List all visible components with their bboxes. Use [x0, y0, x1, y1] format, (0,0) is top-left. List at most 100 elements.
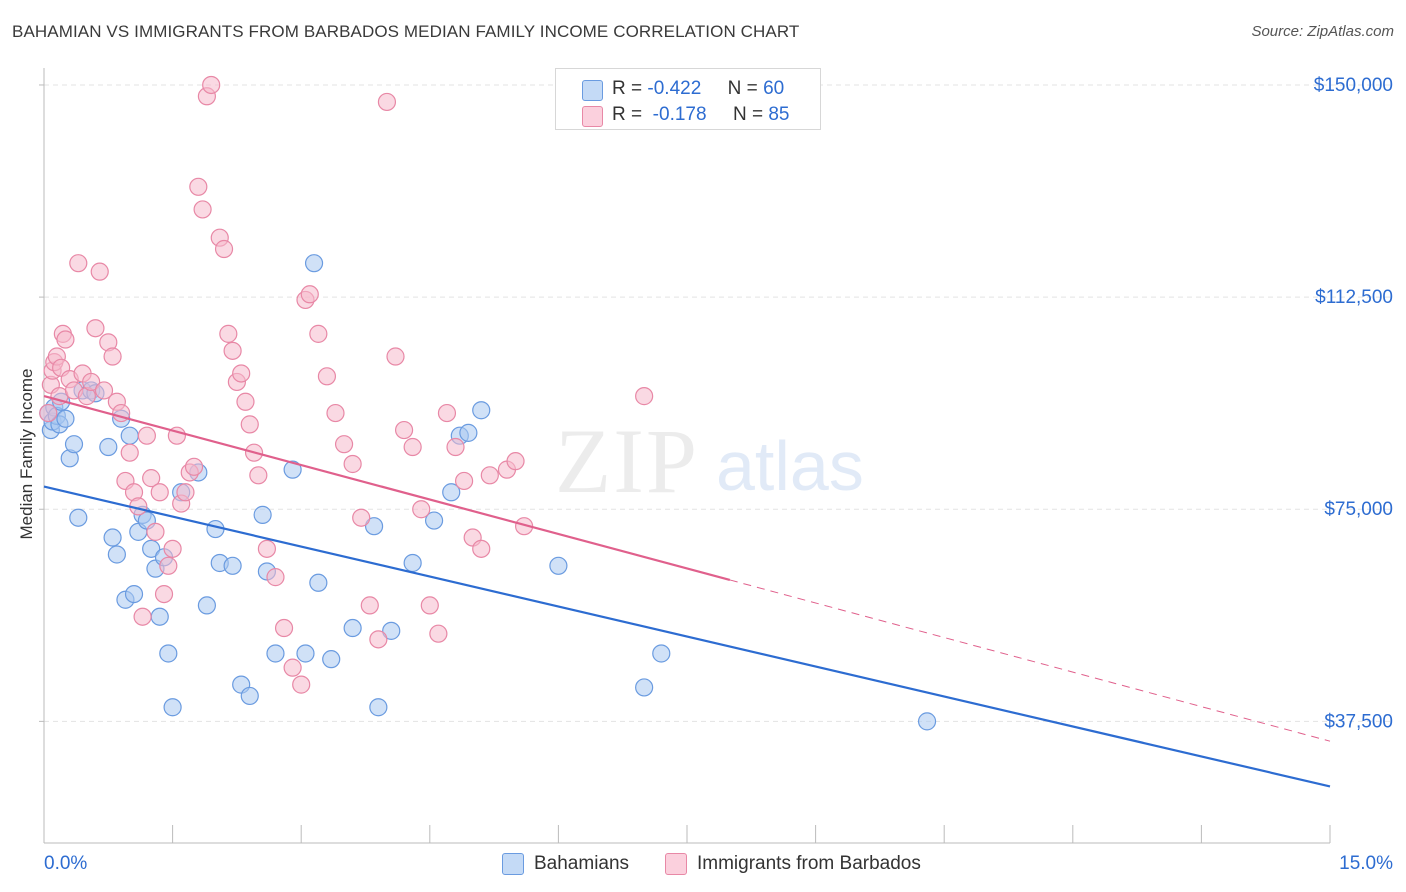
data-point	[223, 341, 242, 360]
data-point	[159, 644, 178, 663]
data-point	[459, 423, 478, 442]
y-tick-label: $150,000	[1314, 75, 1393, 96]
data-point	[472, 401, 491, 420]
data-point	[120, 443, 139, 462]
series-barbados	[39, 75, 654, 694]
data-point	[202, 75, 221, 95]
data-point	[309, 324, 328, 343]
data-point	[917, 712, 937, 731]
barbados-swatch	[582, 106, 603, 127]
data-point	[176, 483, 195, 502]
data-point	[124, 584, 144, 604]
data-point	[322, 650, 341, 669]
data-point	[150, 607, 169, 626]
data-point	[506, 452, 525, 471]
data-point	[382, 621, 401, 640]
data-point	[377, 92, 397, 112]
watermark-atlas: atlas	[716, 427, 864, 505]
data-point	[236, 392, 255, 411]
data-point	[249, 466, 268, 485]
data-point	[386, 347, 405, 366]
data-point	[420, 596, 439, 615]
data-point	[240, 686, 259, 706]
data-point	[146, 522, 165, 541]
data-point	[64, 435, 84, 454]
data-point	[394, 420, 414, 440]
data-point	[480, 466, 499, 485]
data-point	[94, 381, 114, 400]
data-point	[257, 539, 277, 558]
n-value: 85	[768, 104, 790, 125]
data-point	[142, 469, 161, 488]
data-point	[107, 545, 126, 564]
data-point	[266, 644, 285, 663]
data-point	[437, 403, 457, 423]
data-point	[39, 403, 58, 423]
r-value: -0.178	[652, 104, 707, 125]
y-tick-label: $37,500	[1324, 711, 1393, 732]
data-point	[159, 556, 178, 575]
data-point	[283, 658, 302, 677]
data-point	[442, 483, 461, 502]
legend-label: Bahamians	[534, 853, 630, 874]
data-point	[133, 607, 152, 626]
data-point	[300, 285, 319, 304]
data-point	[189, 177, 208, 196]
data-point	[454, 471, 474, 491]
data-point	[86, 319, 105, 338]
barbados-legend-swatch	[665, 853, 687, 875]
data-point	[274, 618, 294, 638]
watermark-zip: ZIP	[555, 410, 699, 512]
bahamians-swatch	[582, 80, 603, 101]
data-point	[150, 483, 169, 502]
bahamians-legend-swatch	[502, 853, 524, 875]
data-point	[99, 437, 118, 457]
data-point	[56, 409, 75, 428]
data-point	[429, 624, 448, 643]
r-label: R =	[612, 78, 643, 99]
data-point	[292, 675, 311, 694]
data-point	[69, 254, 88, 273]
data-point	[232, 364, 251, 383]
axes	[39, 68, 1331, 844]
data-point	[403, 553, 422, 573]
data-point	[214, 239, 234, 259]
x-tick-label: 15.0%	[1339, 853, 1393, 874]
trend-line	[43, 485, 1331, 788]
data-point	[283, 460, 302, 479]
tick-labels: $37,500 $75,000 $112,500 $150,000 0.0% 15.0%	[44, 75, 1393, 874]
data-point	[472, 539, 491, 558]
data-point	[90, 262, 109, 281]
trend-lines	[43, 395, 1331, 788]
trend-line-extension	[729, 579, 1331, 742]
data-point	[193, 200, 212, 219]
data-point	[56, 330, 75, 349]
trend-line	[43, 395, 731, 582]
r-label: R =	[612, 104, 643, 125]
data-point	[296, 644, 315, 663]
data-point	[343, 618, 362, 638]
data-point	[163, 539, 182, 558]
data-point	[652, 644, 671, 663]
data-point	[317, 367, 337, 386]
data-point	[184, 457, 204, 476]
watermark: ZIP atlas	[555, 410, 864, 512]
chart-title: BAHAMIAN VS IMMIGRANTS FROM BARBADOS MED…	[12, 22, 800, 41]
data-point	[120, 426, 139, 445]
data-point	[369, 630, 388, 649]
data-point	[253, 505, 272, 524]
data-point	[266, 568, 285, 587]
data-point	[309, 573, 328, 592]
chart-source: Source: ZipAtlas.com	[1251, 23, 1394, 40]
data-point	[364, 517, 384, 536]
stats-legend: R = -0.422 N = 60 R = -0.178 N = 85	[555, 68, 821, 130]
data-point	[326, 403, 345, 423]
r-value: -0.422	[647, 78, 702, 99]
data-point	[360, 596, 379, 615]
data-point	[82, 372, 101, 392]
n-label: N =	[732, 104, 764, 125]
data-point	[154, 584, 174, 604]
data-point	[304, 254, 324, 273]
data-point	[635, 387, 654, 406]
